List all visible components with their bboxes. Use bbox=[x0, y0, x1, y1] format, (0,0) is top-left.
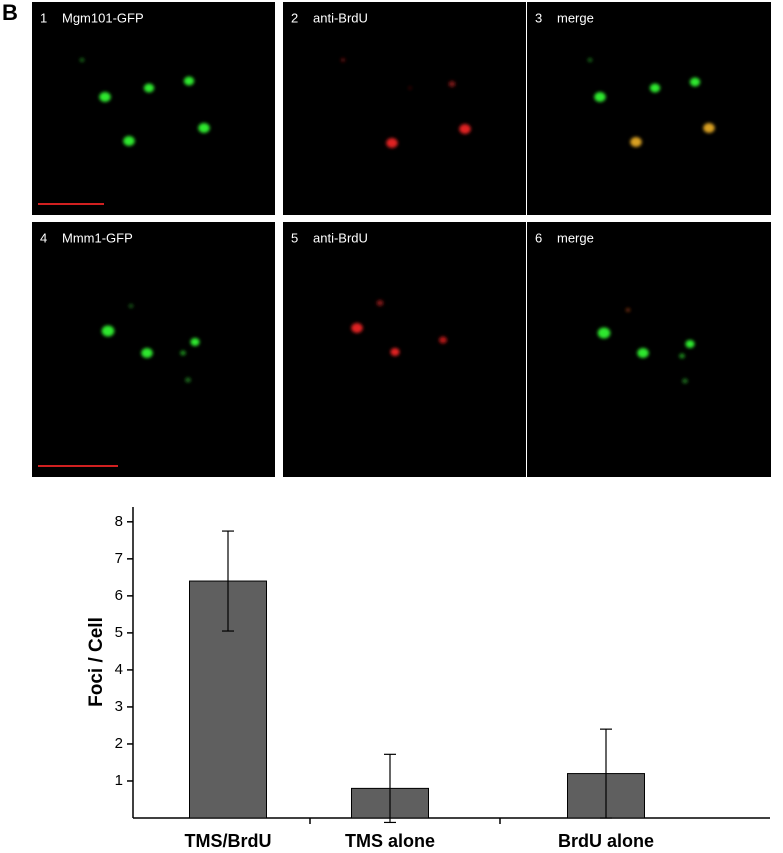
focus-spot bbox=[376, 300, 384, 306]
y-tick-label: 4 bbox=[115, 661, 123, 678]
panel-number: 6 bbox=[535, 230, 542, 245]
focus-spot bbox=[390, 348, 400, 356]
y-tick-label: 2 bbox=[115, 735, 123, 752]
x-tick-label: BrdU alone bbox=[558, 831, 654, 851]
focus-spot bbox=[689, 77, 701, 87]
y-axis-label: Foci / Cell bbox=[86, 617, 107, 707]
focus-spot bbox=[183, 76, 195, 86]
figure-label: B bbox=[2, 0, 18, 25]
focus-spot bbox=[448, 81, 456, 87]
error-bar bbox=[384, 753, 396, 824]
focus-spot bbox=[649, 83, 661, 93]
focus-spot bbox=[597, 327, 611, 339]
focus-spot bbox=[190, 338, 200, 346]
micrograph bbox=[283, 222, 526, 477]
focus-spot bbox=[438, 336, 448, 344]
y-tick-label: 5 bbox=[115, 624, 123, 641]
micrograph bbox=[32, 222, 275, 477]
panel-label: anti-BrdU bbox=[313, 10, 368, 25]
focus-spot bbox=[703, 123, 715, 133]
focus-spot bbox=[141, 348, 153, 358]
focus-spot bbox=[386, 138, 398, 148]
focus-spot bbox=[123, 136, 135, 146]
panel-number: 1 bbox=[40, 10, 47, 25]
y-tick-label: 8 bbox=[115, 513, 123, 530]
y-tick-label: 7 bbox=[115, 550, 123, 567]
focus-spot bbox=[185, 377, 191, 383]
focus-spot bbox=[685, 340, 695, 348]
focus-spot bbox=[630, 137, 642, 147]
y-tick-label: 6 bbox=[115, 587, 123, 604]
focus-spot bbox=[351, 323, 363, 333]
y-tick-label: 3 bbox=[115, 698, 123, 715]
micrograph bbox=[32, 2, 275, 215]
panel-label: Mmm1-GFP bbox=[62, 230, 133, 245]
focus-spot bbox=[408, 86, 412, 90]
micrograph bbox=[283, 2, 526, 215]
focus-spot bbox=[625, 308, 631, 312]
focus-spot bbox=[198, 123, 210, 133]
panel-number: 3 bbox=[535, 10, 542, 25]
focus-spot bbox=[679, 353, 685, 359]
focus-spot bbox=[459, 124, 471, 134]
focus-spot bbox=[79, 58, 85, 62]
panel-label: Mgm101-GFP bbox=[62, 10, 144, 25]
x-tick-label: TMS/BrdU bbox=[185, 831, 272, 851]
focus-spot bbox=[180, 350, 186, 356]
focus-spot bbox=[143, 83, 155, 93]
focus-spot bbox=[99, 92, 111, 102]
focus-spot bbox=[682, 378, 688, 384]
focus-spot bbox=[587, 58, 593, 62]
focus-spot bbox=[594, 92, 606, 102]
x-tick-label: TMS alone bbox=[345, 831, 435, 851]
error-bar bbox=[600, 728, 612, 819]
micrograph bbox=[527, 2, 771, 215]
focus-spot bbox=[637, 348, 649, 358]
focus-spot bbox=[101, 325, 115, 337]
panel-number: 2 bbox=[291, 10, 298, 25]
panel-label: anti-BrdU bbox=[313, 230, 368, 245]
panel-number: 4 bbox=[40, 230, 47, 245]
panel-label: merge bbox=[557, 10, 594, 25]
focus-spot bbox=[128, 304, 134, 308]
y-tick-label: 1 bbox=[115, 772, 123, 789]
micrograph bbox=[527, 222, 771, 477]
panel-label: merge bbox=[557, 230, 594, 245]
panel-number: 5 bbox=[291, 230, 298, 245]
focus-spot bbox=[340, 58, 346, 62]
error-bar bbox=[222, 530, 234, 632]
